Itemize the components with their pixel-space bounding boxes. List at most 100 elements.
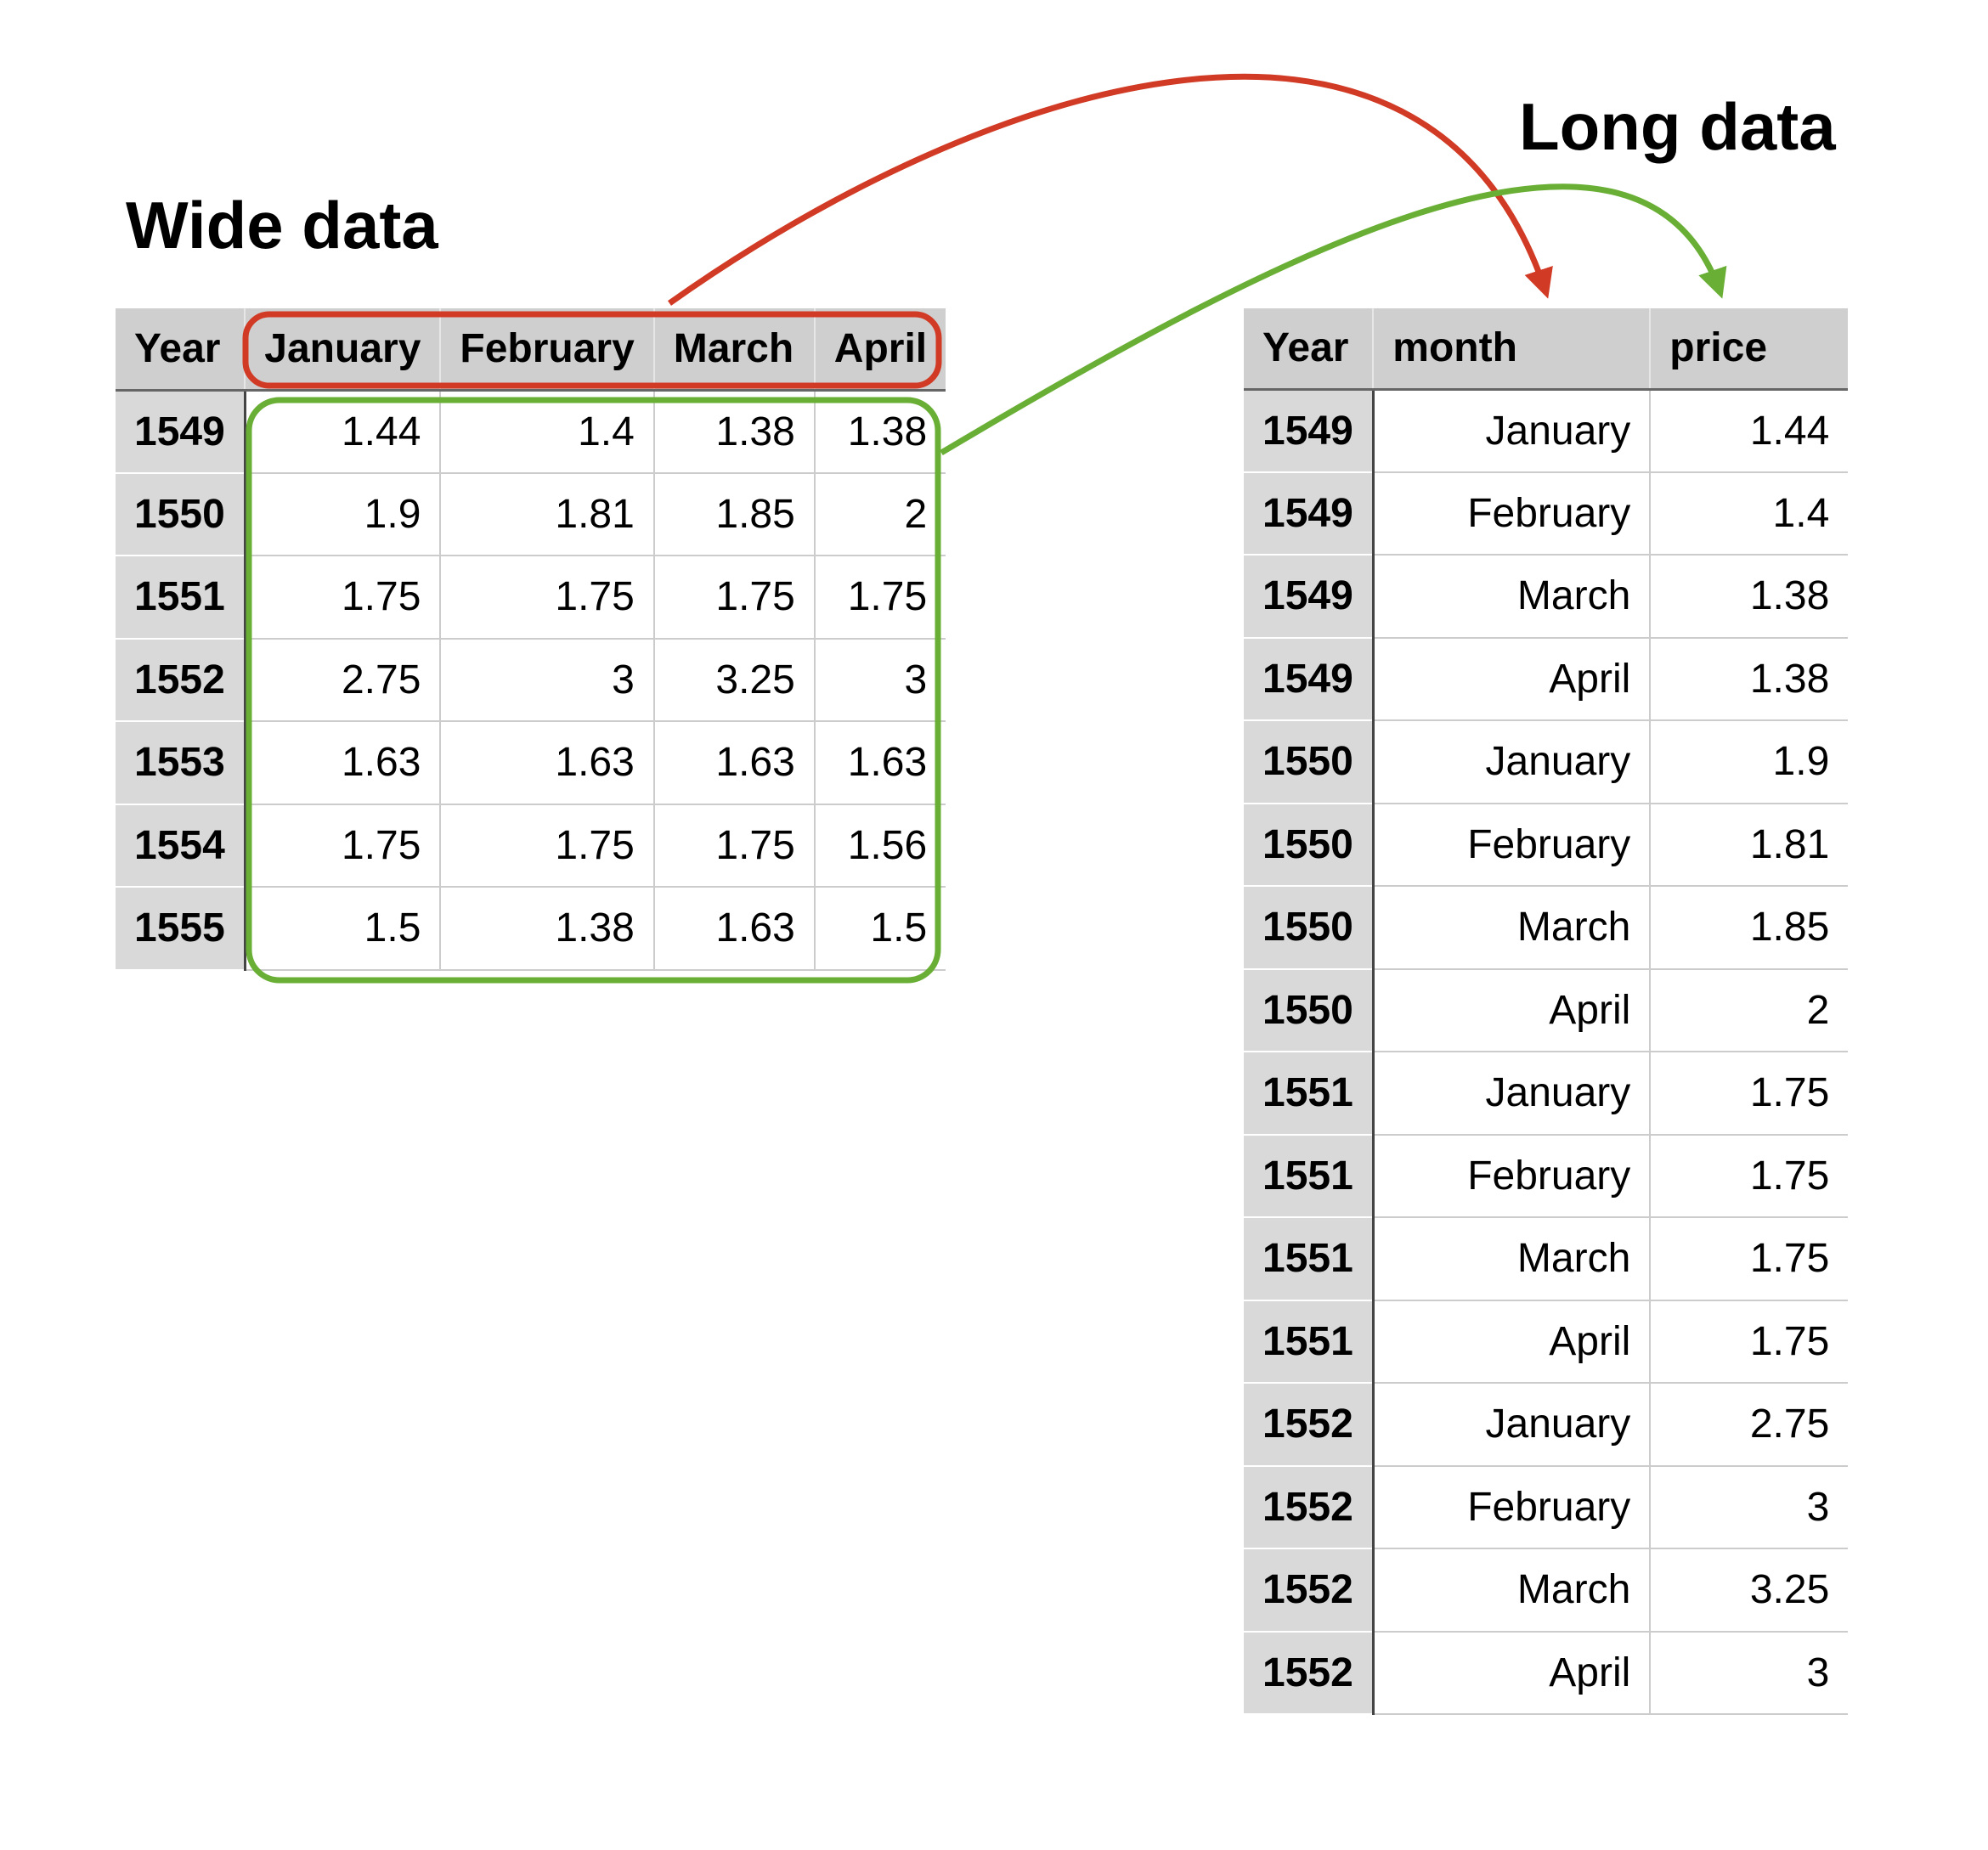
long-header-month: month <box>1372 308 1651 391</box>
month-cell: February <box>1373 1134 1651 1218</box>
wide-header-march: March <box>652 308 815 392</box>
month-cell: January <box>1373 1052 1651 1136</box>
price-cell: 1.75 <box>439 804 654 888</box>
year-cell: 1549 <box>1244 637 1375 721</box>
price-cell: 1.75 <box>245 556 441 640</box>
price-cell: 1.81 <box>439 472 654 556</box>
table-row: 1551 January 1.75 <box>1244 1052 1849 1136</box>
year-cell: 1551 <box>1244 1217 1375 1301</box>
price-cell: 1.75 <box>245 804 441 888</box>
month-cell: January <box>1373 1383 1651 1467</box>
month-cell: February <box>1373 803 1651 887</box>
price-cell: 3 <box>439 638 654 722</box>
table-row: 1551 February 1.75 <box>1244 1134 1849 1218</box>
price-cell: 3.25 <box>1649 1548 1849 1633</box>
month-cell: February <box>1373 1465 1651 1549</box>
year-cell: 1552 <box>1244 1465 1375 1549</box>
price-cell: 3 <box>1649 1465 1849 1549</box>
year-cell: 1551 <box>1244 1134 1375 1218</box>
table-row: 1549 March 1.38 <box>1244 555 1849 639</box>
long-header-price: price <box>1649 308 1849 391</box>
price-cell: 1.63 <box>652 887 815 971</box>
table-row: 1549 February 1.4 <box>1244 471 1849 556</box>
table-row: 1550 February 1.81 <box>1244 803 1849 887</box>
year-cell: 1553 <box>116 721 246 805</box>
price-cell: 1.75 <box>1649 1052 1849 1136</box>
price-cell: 1.4 <box>1649 471 1849 556</box>
long-data-table: Year month price 1549 January 1.44 1549 Feb… <box>1244 308 1849 1715</box>
long-data-title: Long data <box>1519 89 1836 164</box>
wide-header-year: Year <box>116 308 246 392</box>
price-cell: 3 <box>813 638 946 722</box>
table-row: 1552 April 3 <box>1244 1631 1849 1715</box>
table-row: 1549 April 1.38 <box>1244 637 1849 721</box>
price-cell: 1.4 <box>439 390 654 474</box>
wide-data-table: Year January February March April 1549 1… <box>116 308 946 971</box>
price-cell: 3.25 <box>652 638 815 722</box>
year-cell: 1552 <box>1244 1383 1375 1467</box>
price-cell: 1.5 <box>245 887 441 971</box>
price-cell: 1.38 <box>1649 555 1849 639</box>
price-cell: 1.63 <box>652 721 815 805</box>
table-row: 1550 1.9 1.81 1.85 2 <box>116 472 946 556</box>
table-row: 1550 March 1.85 <box>1244 886 1849 970</box>
table-row: 1550 April 2 <box>1244 968 1849 1052</box>
table-row: 1552 2.75 3 3.25 3 <box>116 638 946 722</box>
table-row: 1551 1.75 1.75 1.75 1.75 <box>116 556 946 640</box>
table-row: 1554 1.75 1.75 1.75 1.56 <box>116 804 946 888</box>
year-cell: 1550 <box>1244 720 1375 804</box>
price-cell: 1.44 <box>1649 389 1849 473</box>
price-cell: 1.75 <box>1649 1217 1849 1301</box>
price-cell: 1.63 <box>813 721 946 805</box>
month-cell: March <box>1373 1217 1651 1301</box>
price-cell: 2.75 <box>245 638 441 722</box>
price-cell: 1.75 <box>652 804 815 888</box>
table-row: 1552 February 3 <box>1244 1465 1849 1549</box>
price-cell: 3 <box>1649 1631 1849 1715</box>
price-cell: 1.75 <box>439 556 654 640</box>
year-cell: 1555 <box>116 887 246 971</box>
price-cell: 1.75 <box>813 556 946 640</box>
price-cell: 1.9 <box>245 472 441 556</box>
price-cell: 1.38 <box>439 887 654 971</box>
year-cell: 1551 <box>116 556 246 640</box>
month-cell: April <box>1373 1300 1651 1384</box>
month-cell: April <box>1373 637 1651 721</box>
month-cell: March <box>1373 1548 1651 1633</box>
month-cell: February <box>1373 471 1651 556</box>
price-cell: 1.75 <box>652 556 815 640</box>
table-row: 1549 1.44 1.4 1.38 1.38 <box>116 390 946 474</box>
month-cell: April <box>1373 968 1651 1052</box>
price-cell: 1.63 <box>439 721 654 805</box>
price-cell: 1.44 <box>245 390 441 474</box>
price-cell: 1.85 <box>652 472 815 556</box>
table-row: 1555 1.5 1.38 1.63 1.5 <box>116 887 946 971</box>
table-row: 1551 March 1.75 <box>1244 1217 1849 1301</box>
year-cell: 1552 <box>1244 1631 1375 1715</box>
table-row: 1551 April 1.75 <box>1244 1300 1849 1384</box>
year-cell: 1549 <box>1244 389 1375 473</box>
month-cell: January <box>1373 720 1651 804</box>
month-cell: March <box>1373 886 1651 970</box>
price-cell: 1.75 <box>1649 1134 1849 1218</box>
price-cell: 2 <box>1649 968 1849 1052</box>
price-cell: 1.56 <box>813 804 946 888</box>
price-cell: 2 <box>813 472 946 556</box>
year-cell: 1550 <box>1244 803 1375 887</box>
wide-header-row: Year January February March April <box>116 308 946 392</box>
wide-header-february: February <box>439 308 654 392</box>
month-cell: April <box>1373 1631 1651 1715</box>
wide-header-april: April <box>813 308 946 392</box>
year-cell: 1550 <box>116 472 246 556</box>
month-arrow <box>667 73 1553 306</box>
wide-data-title: Wide data <box>126 188 438 262</box>
price-cell: 2.75 <box>1649 1383 1849 1467</box>
price-cell: 1.38 <box>813 390 946 474</box>
year-cell: 1551 <box>1244 1300 1375 1384</box>
price-cell: 1.63 <box>245 721 441 805</box>
price-cell: 1.81 <box>1649 803 1849 887</box>
year-cell: 1549 <box>1244 555 1375 639</box>
month-cell: March <box>1373 555 1651 639</box>
table-row: 1552 March 3.25 <box>1244 1548 1849 1633</box>
table-row: 1552 January 2.75 <box>1244 1383 1849 1467</box>
